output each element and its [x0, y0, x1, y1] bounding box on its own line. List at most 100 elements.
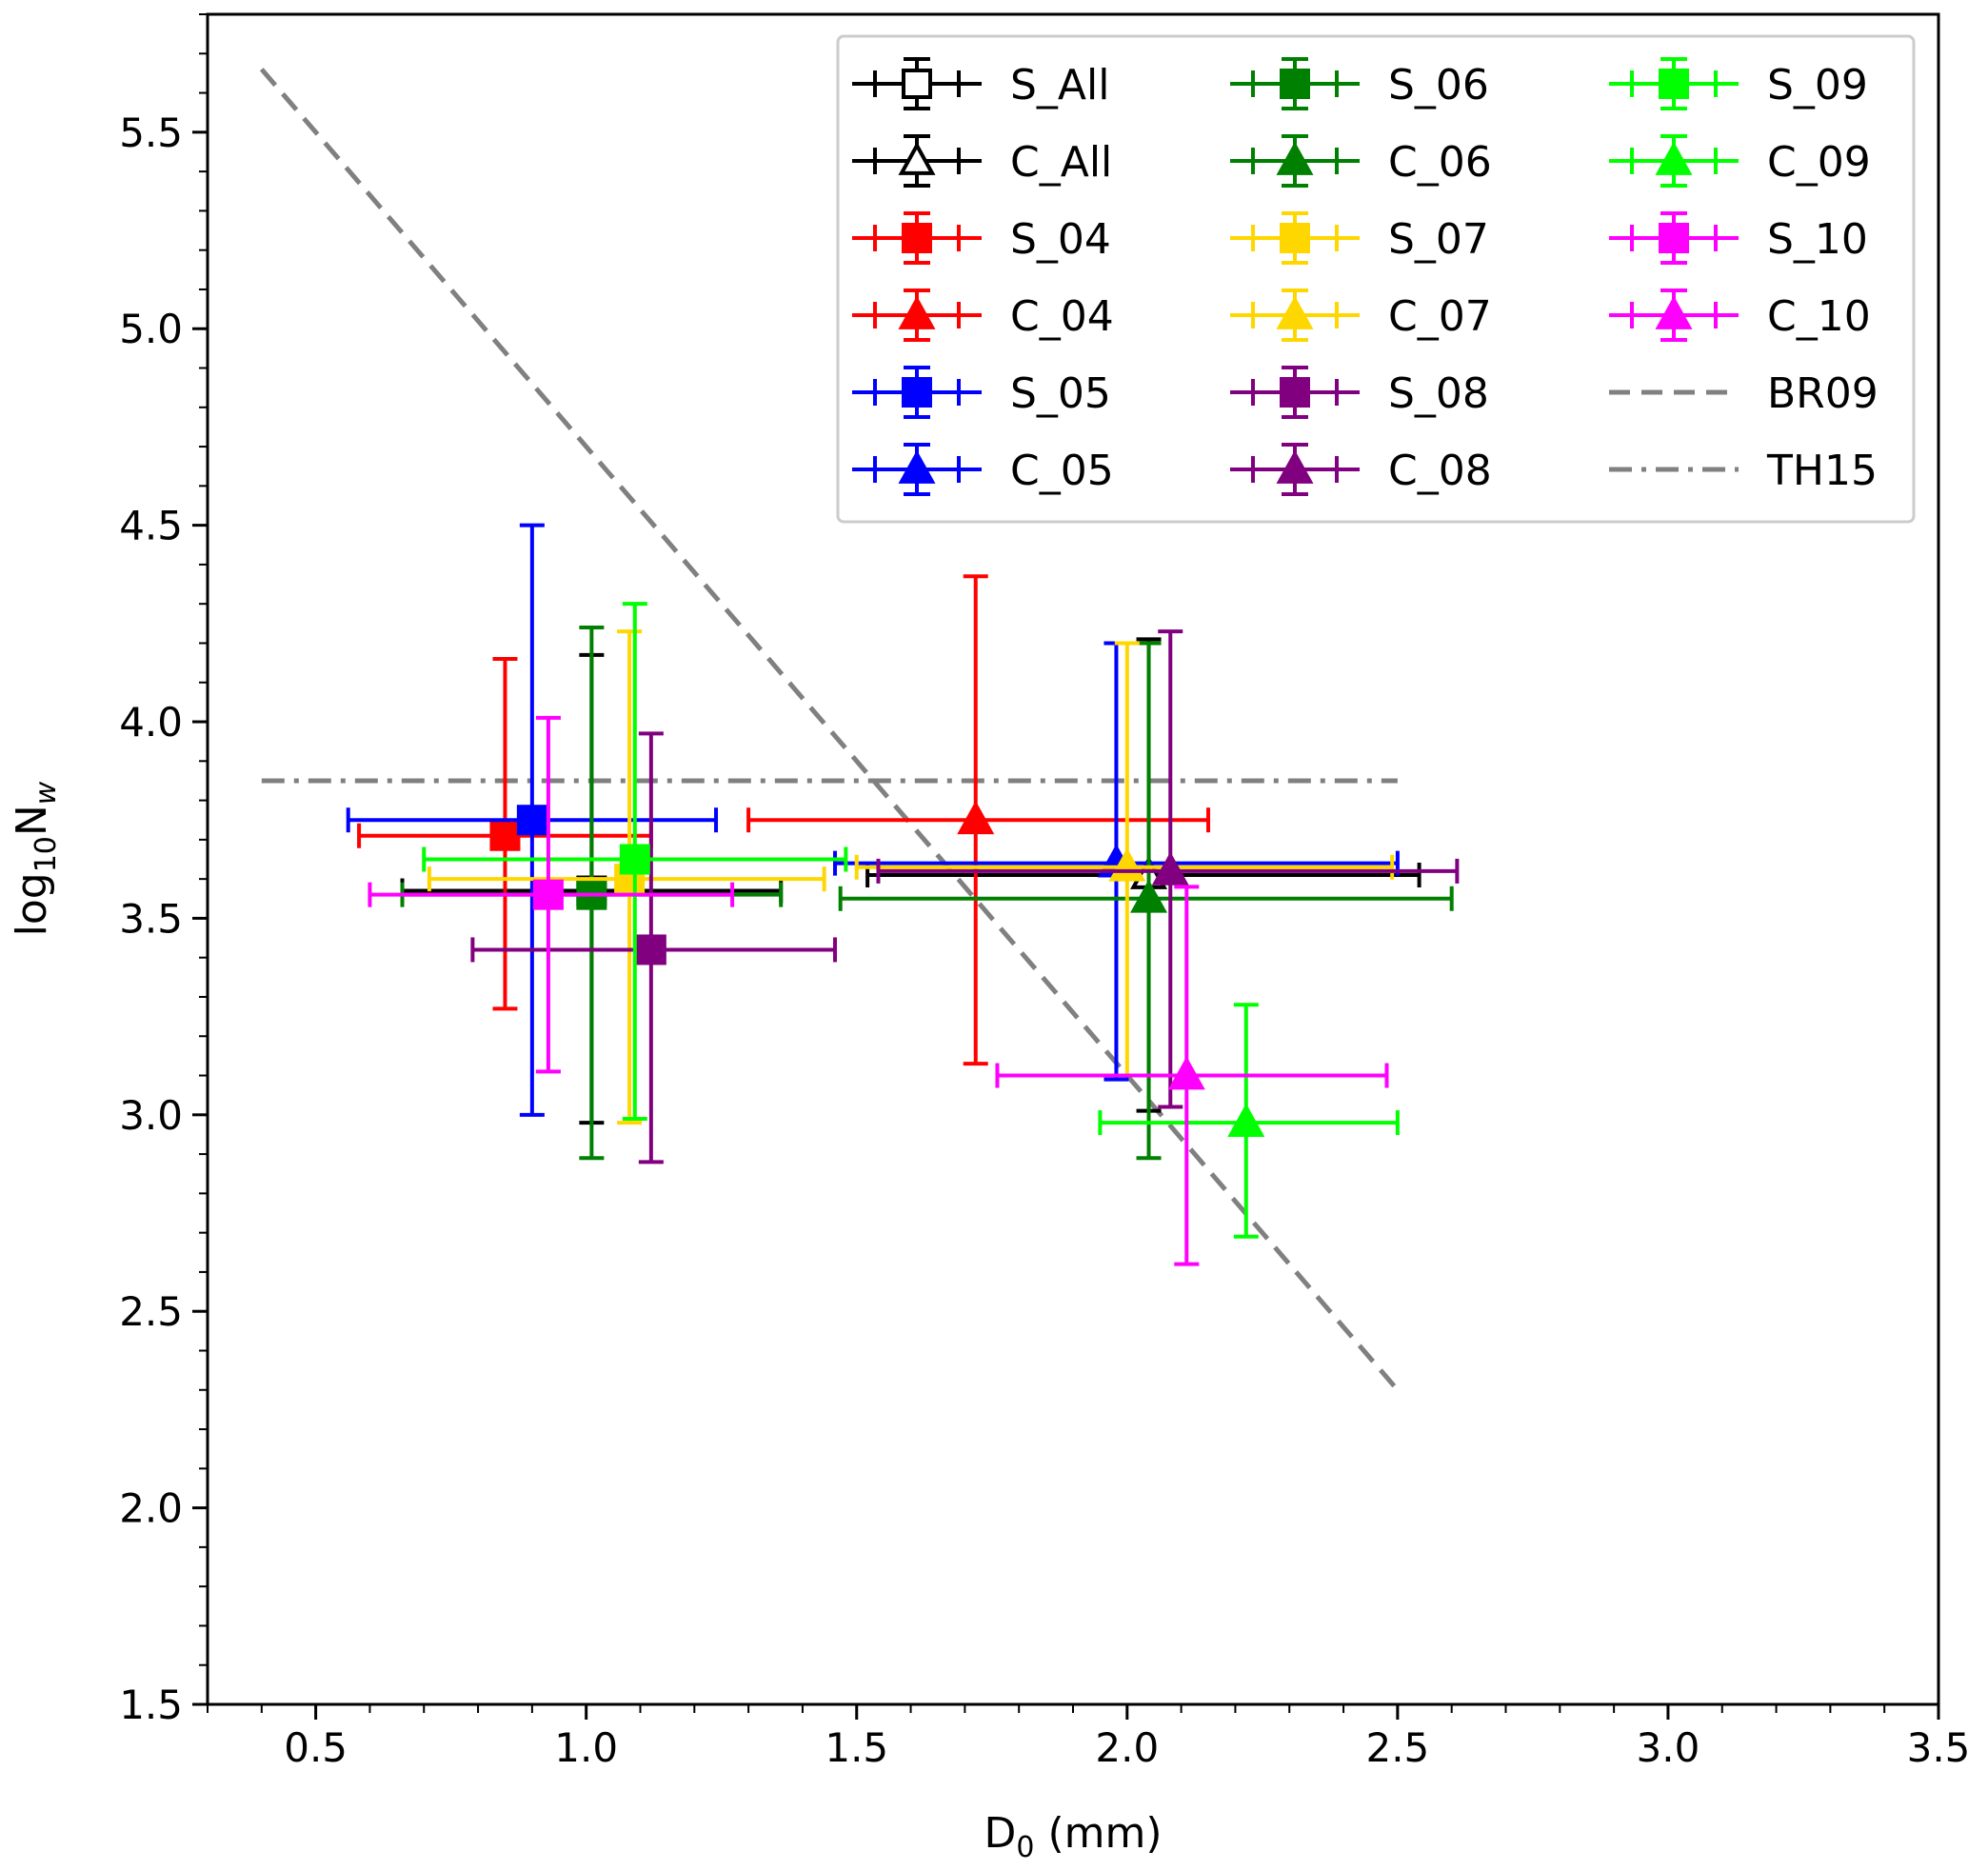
legend-item-s-06: S_06: [1230, 57, 1489, 110]
legend-item-s-07: S_07: [1230, 211, 1489, 265]
x-tick-label: 0.5: [284, 1724, 348, 1771]
legend-marker-c-10: [1655, 295, 1693, 329]
legend-marker-s-08: [1280, 377, 1310, 408]
series-c-09: [1098, 1003, 1400, 1239]
x-axis-label-main: D: [984, 1809, 1016, 1858]
x-tick-label: 3.5: [1907, 1724, 1971, 1771]
series-c-06: [838, 641, 1454, 1161]
legend-marker-s-06: [1280, 69, 1310, 99]
y-tick-label: 2.5: [119, 1288, 183, 1335]
legend-item-c-08: C_08: [1230, 443, 1492, 496]
y-axis-label-pre: log: [8, 872, 56, 936]
legend-label-c-04: C_04: [1010, 292, 1114, 341]
legend-label-c-06: C_06: [1388, 138, 1492, 187]
legend-label-c-10: C_10: [1767, 292, 1871, 341]
legend-item-c-07: C_07: [1230, 289, 1492, 342]
legend-marker-s-10: [1659, 223, 1689, 253]
series-c-04: [746, 574, 1211, 1066]
legend-label-s-10: S_10: [1767, 215, 1868, 264]
point-s-10: [532, 879, 564, 910]
series-s-05: [346, 523, 719, 1117]
x-axis-label-sub: 0: [1016, 1831, 1034, 1864]
legend-item-s-05: S_05: [852, 366, 1111, 419]
legend-item-br09: BR09: [1609, 369, 1879, 418]
legend-item-c-06: C_06: [1230, 134, 1492, 188]
y-axis-label-main: N: [8, 805, 56, 836]
x-tick-label: 1.0: [554, 1724, 618, 1771]
legend-marker-s-09: [1659, 69, 1689, 99]
point-c-04: [957, 801, 995, 835]
legend-label-s-05: S_05: [1010, 369, 1111, 418]
x-tick-label: 1.5: [825, 1724, 888, 1771]
y-tick-label: 5.5: [119, 109, 183, 156]
point-s-05: [516, 805, 547, 836]
legend-item-c-all: C_All: [852, 134, 1112, 188]
legend-label-s-04: S_04: [1010, 215, 1111, 264]
legend-item-s-10: S_10: [1609, 211, 1868, 265]
axis-ticks: 0.5 1.0 1.5 2.0 2.5 3.0 3.5 1.5 2.0 2.5 3.0 3.5 4.0 4…: [119, 13, 1971, 1771]
legend-marker-c-04: [898, 295, 936, 329]
legend-item-c-09: C_09: [1609, 134, 1871, 188]
x-tick-label: 3.0: [1637, 1724, 1700, 1771]
reference-lines: [259, 68, 1400, 1392]
legend-item-th15: TH15: [1609, 447, 1878, 495]
point-c-10: [1167, 1056, 1205, 1090]
legend-label-s-09: S_09: [1767, 61, 1868, 109]
series-s-09: [422, 602, 848, 1121]
legend-marker-c-06: [1276, 141, 1314, 175]
legend-label-s-all: S_All: [1010, 61, 1109, 109]
legend-marker-c-05: [898, 449, 936, 484]
legend-marker-s-04: [902, 223, 932, 253]
y-tick-label: 3.5: [119, 895, 183, 942]
legend-item-s-09: S_09: [1609, 57, 1868, 110]
legend-marker-c-09: [1655, 141, 1693, 175]
x-axis-label: D0 (mm): [984, 1809, 1162, 1864]
series-c-10: [995, 885, 1389, 1266]
y-tick-label: 4.5: [119, 503, 183, 549]
legend-label-c-05: C_05: [1010, 447, 1114, 495]
legend-item-c-04: C_04: [852, 289, 1114, 342]
point-c-09: [1227, 1103, 1265, 1137]
legend-item-c-10: C_10: [1609, 289, 1871, 342]
y-tick-label: 3.0: [119, 1092, 183, 1139]
legend-label-s-07: S_07: [1388, 215, 1489, 264]
series-s-08: [470, 731, 838, 1164]
legend-label-s-06: S_06: [1388, 61, 1489, 109]
point-c-08: [1151, 851, 1189, 886]
y-tick-label: 4.0: [119, 699, 183, 746]
legend-marker-c-all: [898, 141, 936, 175]
y-tick-label: 5.0: [119, 306, 183, 352]
legend-marker-c-07: [1276, 295, 1314, 329]
legend-marker-s-07: [1280, 223, 1310, 253]
legend-label-th15: TH15: [1766, 447, 1878, 495]
legend-item-s-all: S_All: [852, 57, 1109, 110]
y-axis-label: log10Nw: [8, 781, 63, 936]
legend-label-c-07: C_07: [1388, 292, 1492, 341]
x-tick-label: 2.0: [1095, 1724, 1159, 1771]
legend-marker-c-08: [1276, 449, 1314, 484]
x-axis-label-unit: (mm): [1034, 1809, 1162, 1858]
legend-label-c-09: C_09: [1767, 138, 1871, 187]
series-s-10: [368, 715, 735, 1074]
legend-label-c-all: C_All: [1010, 138, 1112, 187]
y-axis-label-sub2: w: [30, 781, 63, 805]
data-series: [346, 523, 1460, 1266]
legend-box: [836, 34, 1916, 524]
x-tick-label: 2.5: [1365, 1724, 1429, 1771]
series-c-08: [876, 629, 1460, 1109]
y-tick-label: 1.5: [119, 1682, 183, 1728]
legend-label-br09: BR09: [1767, 369, 1879, 418]
legend-marker-s-05: [902, 377, 932, 408]
point-s-08: [635, 934, 666, 965]
y-axis-label-sub: 10: [30, 836, 63, 872]
legend-item-s-04: S_04: [852, 211, 1111, 265]
legend-marker-s-all: [902, 69, 932, 99]
y-tick-label: 2.0: [119, 1485, 183, 1532]
point-s-04: [489, 820, 521, 851]
legend: S_All C_All S_04 C_04 S_05 C_05 S_06 C_06 S_07 C_…: [836, 34, 1916, 524]
point-c-06: [1130, 879, 1168, 913]
point-s-09: [619, 844, 650, 875]
legend-item-s-08: S_08: [1230, 366, 1489, 419]
legend-label-s-08: S_08: [1388, 369, 1489, 418]
